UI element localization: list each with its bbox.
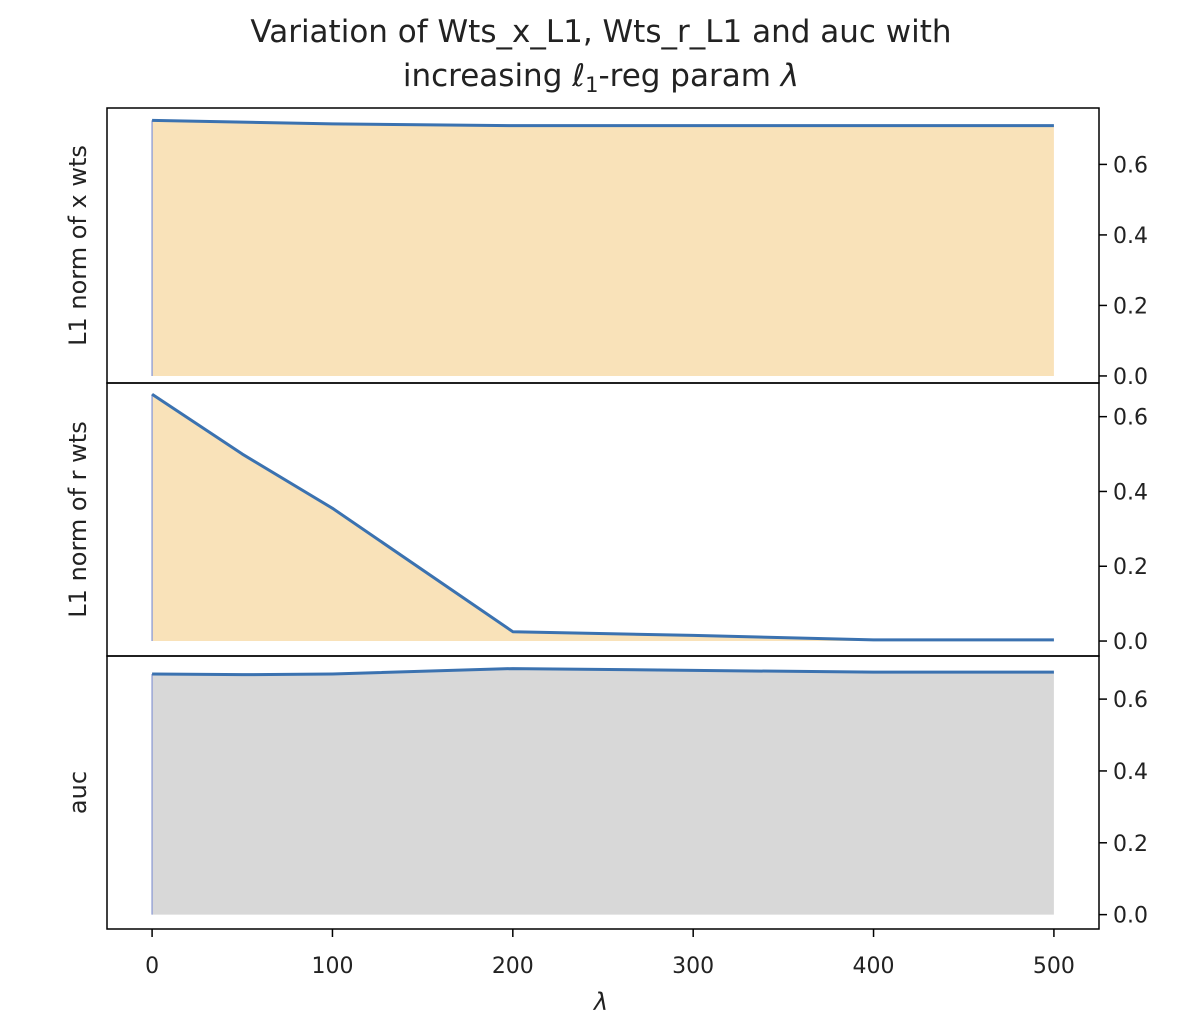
panel-2-y-tick-label: 0.0 <box>1113 630 1148 655</box>
panel-2: 0.0 0.2 0.4 0.6 L1 norm of r wts <box>64 382 1148 657</box>
x-tick-label: 0 <box>145 954 159 979</box>
panel-1-area <box>152 120 1054 376</box>
panel-2-y-tick-label: 0.6 <box>1113 406 1148 431</box>
chart-panels: 0.0 0.2 0.4 0.6 L1 norm of x wts 0.0 0.2 0.4 0.6… <box>64 107 1148 930</box>
panel-3-line <box>152 667 1054 677</box>
panel-1-y-tick-label: 0.0 <box>1113 365 1148 390</box>
panel-3-frame <box>106 655 1100 930</box>
panel-2-area <box>152 394 1054 642</box>
chart-title-line1: Variation of Wts_x_L1, Wts_r_L1 and auc … <box>250 14 951 50</box>
panel-3-y-label: auc <box>64 771 92 814</box>
x-axis-ticks: 0 100 200 300 400 500 <box>145 929 1075 979</box>
x-tick-label: 300 <box>672 954 714 979</box>
panel-2-y-label: L1 norm of r wts <box>64 421 92 617</box>
panel-3-area <box>152 668 1054 915</box>
chart-title-line2: increasing ℓ1-reg param λ <box>403 58 799 97</box>
panel-2-line <box>151 392 1054 642</box>
x-tick-label: 500 <box>1033 954 1075 979</box>
x-axis-label: λ <box>592 988 608 1016</box>
panel-3-y-tick-label: 0.0 <box>1113 904 1148 929</box>
x-tick-label: 400 <box>853 954 895 979</box>
x-tick-label: 200 <box>492 954 534 979</box>
panel-2-y-tick-label: 0.4 <box>1113 480 1148 505</box>
panel-1: 0.0 0.2 0.4 0.6 L1 norm of x wts <box>64 107 1148 390</box>
panel-3-y-tick-label: 0.4 <box>1113 760 1148 785</box>
panel-1-line <box>152 118 1054 128</box>
panel-1-y-tick-label: 0.6 <box>1113 153 1148 178</box>
panel-1-y-tick-label: 0.2 <box>1113 294 1148 319</box>
panel-3-y-tick-label: 0.6 <box>1113 688 1148 713</box>
panel-1-y-label: L1 norm of x wts <box>64 145 92 346</box>
panel-1-y-tick-label: 0.4 <box>1113 224 1148 249</box>
x-tick-label: 100 <box>311 954 353 979</box>
panel-3-y-tick-label: 0.2 <box>1113 832 1148 857</box>
panel-3: 0.0 0.2 0.4 0.6 auc <box>64 655 1148 930</box>
panel-2-y-tick-label: 0.2 <box>1113 555 1148 580</box>
